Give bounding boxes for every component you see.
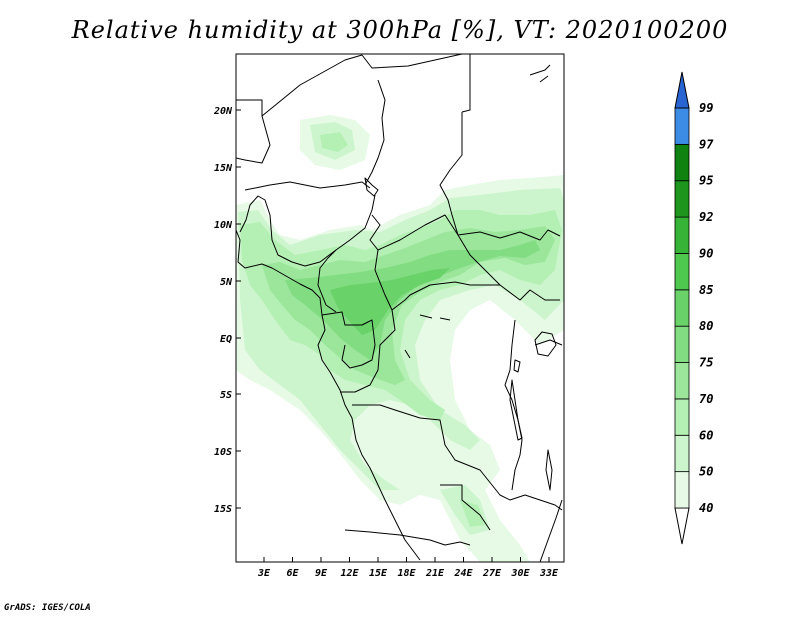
- humidity-area-80: [330, 268, 450, 335]
- border-cameroon-car: [317, 249, 337, 313]
- colorbar-upper-triangle: [674, 71, 690, 109]
- lat-tick-label: 5N: [220, 277, 233, 288]
- border-zambia-mozambique: [509, 494, 563, 511]
- colorbar-segment: [674, 362, 690, 400]
- lat-tick-label: 15S: [214, 504, 232, 515]
- lon-tick-label: 3E: [257, 568, 271, 579]
- nile-red-sea-coast: [529, 64, 551, 83]
- colorbar-segment: [674, 471, 690, 509]
- colorbar-segment: [674, 289, 690, 327]
- border-algeria-mali: [236, 54, 363, 117]
- colorbar-segment: [674, 216, 690, 254]
- colorbar-label: 70: [699, 392, 713, 406]
- lat-tick-label: 15N: [214, 163, 233, 174]
- lon-tick-label: 21E: [425, 568, 445, 579]
- colorbar-label: 80: [699, 319, 713, 333]
- colorbar-label: 90: [699, 246, 713, 260]
- lat-tick-label: 10N: [214, 220, 233, 231]
- border-congo-drc: [340, 309, 396, 393]
- colorbar-segment: [674, 434, 690, 473]
- grads-credit: GrADS: IGES/COLA: [4, 603, 91, 613]
- lake-tanganyika: [509, 379, 523, 441]
- colorbar-segment: [674, 107, 690, 145]
- border-niger-libya: [361, 54, 463, 69]
- lon-tick-label: 30E: [510, 568, 530, 579]
- colorbar-label: 97: [699, 137, 714, 151]
- border-angola-namibia: [344, 529, 471, 546]
- lat-tick-label: 5S: [220, 390, 232, 401]
- colorbar-segment: [674, 398, 690, 436]
- humidity-shading: [236, 115, 564, 562]
- colorbar-label: 50: [699, 465, 713, 479]
- humidity-area-75: [285, 240, 540, 360]
- colorbar-lower-triangle: [674, 507, 690, 545]
- map-frame: [235, 53, 565, 563]
- lat-tick-label: 20N: [213, 106, 233, 117]
- border-sudan-south-sudan: [457, 229, 561, 241]
- lon-tick-label: 6E: [286, 568, 299, 579]
- border-chad-car: [369, 214, 501, 286]
- lon-tick-label: 12E: [340, 568, 359, 579]
- colorbar-label: 92: [699, 210, 713, 224]
- border-nigeria-cameroon: [239, 194, 376, 267]
- border-nigeria-north: [244, 181, 371, 191]
- border-drc-south: [352, 404, 511, 501]
- lon-tick-label: 24E: [453, 568, 473, 579]
- border-tanzania: [534, 339, 563, 346]
- lat-tick-label: EQ: [220, 334, 232, 345]
- border-car-congo: [374, 249, 500, 311]
- border-mali-niger: [236, 115, 271, 164]
- border-east-rift: [504, 319, 523, 491]
- colorbar-segment: [674, 253, 690, 291]
- colorbar-label: 40: [699, 501, 713, 515]
- colorbar-label: 75: [699, 356, 713, 370]
- border-angola-zambia: [440, 484, 491, 531]
- border-chad-sudan: [439, 112, 463, 236]
- lake-chad: [364, 177, 379, 197]
- border-libya-egypt: [461, 54, 471, 113]
- lon-tick-label: 27E: [482, 568, 502, 579]
- lon-tick-label: 15E: [369, 568, 388, 579]
- lake-kivu-area: [513, 359, 521, 373]
- colorbar-label: 60: [699, 428, 713, 442]
- coastline-east-africa: [539, 499, 563, 562]
- humidity-area-70: [262, 226, 555, 385]
- lon-tick-label: 18E: [397, 568, 416, 579]
- coastline-west-africa: [236, 229, 421, 561]
- colorbar: 40 50 60 70 75 80 85 90 92 95 97 99: [674, 71, 714, 545]
- lon-tick-label: 33E: [539, 568, 559, 579]
- colorbar-label: 95: [699, 174, 713, 188]
- axis-ticks: 20N 15N 10N 5N EQ 5S 10S 15S 3E 6E 9E 12E 15E 18E 21E 2…: [213, 106, 559, 579]
- river-congo: [404, 314, 451, 359]
- border-niger-chad: [364, 79, 386, 186]
- lat-tick-label: 10S: [214, 447, 232, 458]
- colorbar-segment: [674, 143, 690, 182]
- colorbar-label: 85: [699, 283, 713, 297]
- border-uganda-drc: [499, 284, 560, 301]
- border-gabon-congo: [321, 311, 376, 369]
- colorbar-segment: [674, 325, 690, 363]
- colorbar-label: 99: [699, 101, 713, 115]
- lon-tick-label: 9E: [315, 568, 328, 579]
- map-title: Relative humidity at 300hPa [%], VT: 202…: [71, 16, 729, 44]
- lake-malawi: [545, 449, 553, 491]
- boundaries: [236, 54, 563, 562]
- colorbar-segment: [674, 180, 690, 218]
- lake-victoria: [534, 331, 557, 357]
